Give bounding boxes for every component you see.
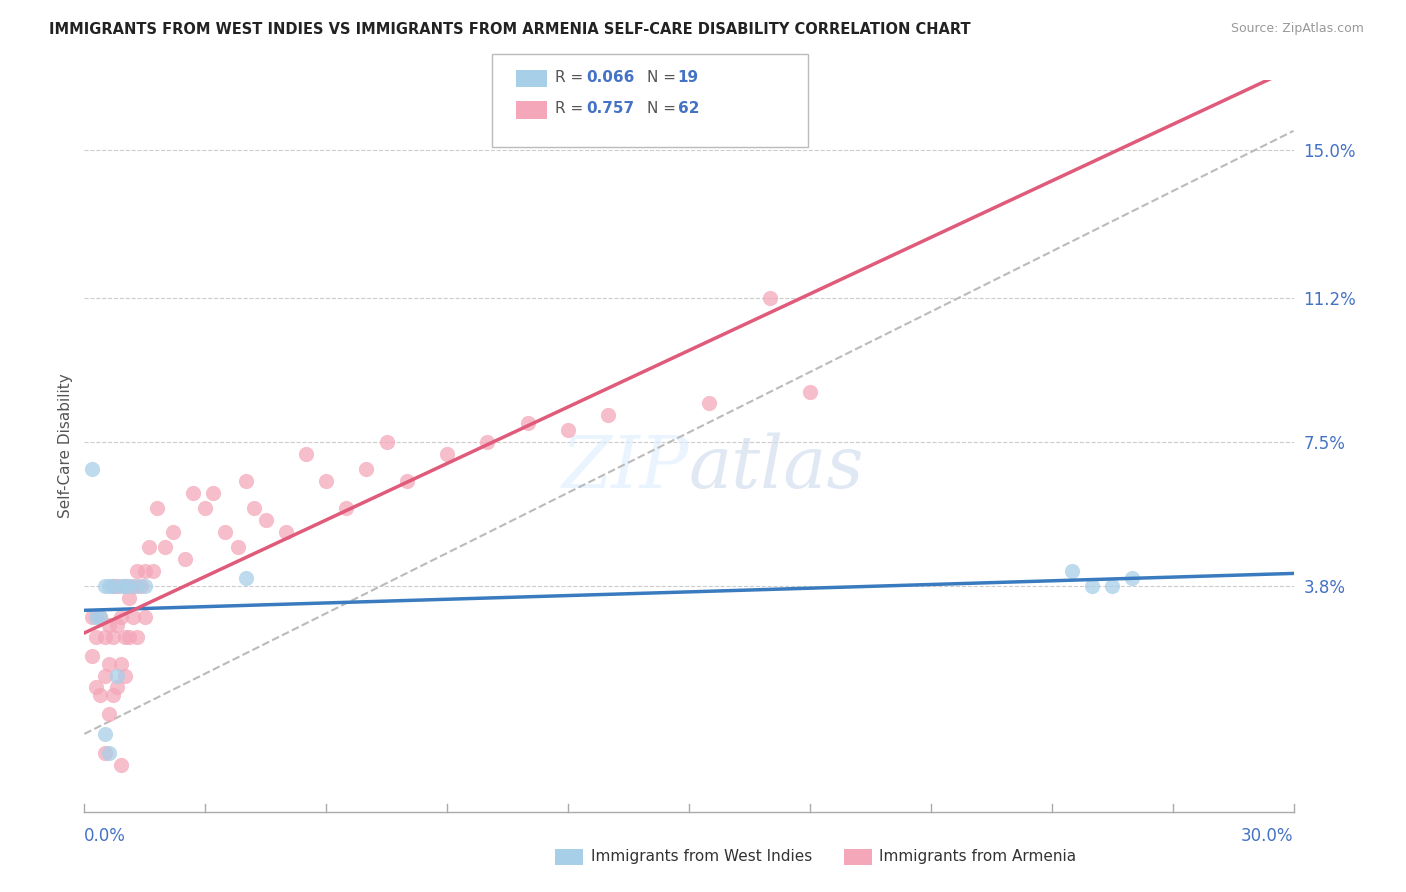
Point: [93, 579, 115, 593]
Point: [110, 610, 132, 624]
Point: [477, 435, 499, 450]
Text: Immigrants from Armenia: Immigrants from Armenia: [879, 849, 1076, 863]
Point: [118, 591, 141, 605]
Point: [295, 447, 318, 461]
Point: [395, 474, 418, 488]
Point: [121, 610, 143, 624]
Point: [799, 384, 821, 399]
Text: N =: N =: [647, 70, 681, 85]
Point: [254, 513, 277, 527]
Point: [97, 747, 120, 761]
Point: [93, 668, 115, 682]
Point: [97, 707, 120, 722]
Point: [101, 688, 124, 702]
Text: R =: R =: [555, 70, 589, 85]
Point: [758, 291, 780, 305]
Point: [93, 630, 115, 644]
Point: [697, 396, 720, 410]
Point: [274, 524, 297, 539]
Point: [375, 435, 398, 450]
Text: 19: 19: [678, 70, 699, 85]
Y-axis label: Self-Care Disability: Self-Care Disability: [58, 374, 73, 518]
Point: [114, 579, 136, 593]
Point: [134, 579, 156, 593]
Point: [118, 579, 141, 593]
Point: [114, 630, 136, 644]
Point: [121, 579, 143, 593]
Text: ZIP: ZIP: [561, 433, 689, 503]
Point: [93, 747, 115, 761]
Text: Immigrants from West Indies: Immigrants from West Indies: [591, 849, 811, 863]
Point: [162, 524, 184, 539]
Point: [242, 501, 264, 516]
Point: [97, 618, 120, 632]
Text: N =: N =: [647, 102, 681, 116]
Point: [1060, 564, 1083, 578]
Point: [97, 579, 120, 593]
Point: [110, 657, 132, 671]
Point: [134, 610, 156, 624]
Point: [226, 540, 249, 554]
Point: [82, 649, 104, 664]
Point: [436, 447, 458, 461]
Point: [89, 610, 111, 624]
Text: Source: ZipAtlas.com: Source: ZipAtlas.com: [1230, 22, 1364, 36]
Text: 62: 62: [678, 102, 699, 116]
Text: R =: R =: [555, 102, 589, 116]
Point: [125, 579, 148, 593]
Point: [214, 524, 236, 539]
Point: [86, 630, 108, 644]
Point: [516, 416, 538, 430]
Point: [110, 758, 132, 772]
Point: [315, 474, 337, 488]
Text: atlas: atlas: [689, 433, 865, 503]
Point: [146, 501, 169, 516]
Point: [101, 579, 124, 593]
Point: [105, 618, 128, 632]
Point: [138, 540, 160, 554]
Point: [557, 424, 579, 438]
Point: [97, 657, 120, 671]
Point: [335, 501, 357, 516]
Point: [356, 462, 378, 476]
Point: [1121, 571, 1143, 585]
Point: [89, 688, 111, 702]
Point: [125, 630, 148, 644]
Point: [181, 485, 204, 500]
Point: [82, 610, 104, 624]
Point: [101, 630, 124, 644]
Point: [105, 680, 128, 694]
Point: [129, 579, 152, 593]
Point: [82, 462, 104, 476]
Point: [235, 571, 257, 585]
Point: [1081, 579, 1104, 593]
Point: [142, 564, 165, 578]
Point: [93, 727, 115, 741]
Point: [105, 668, 128, 682]
Point: [1101, 579, 1123, 593]
Point: [134, 564, 156, 578]
Point: [235, 474, 257, 488]
Point: [105, 579, 128, 593]
Point: [89, 610, 111, 624]
Point: [174, 551, 197, 566]
Point: [114, 668, 136, 682]
Point: [114, 579, 136, 593]
Text: 0.066: 0.066: [586, 70, 634, 85]
Point: [194, 501, 217, 516]
Point: [101, 579, 124, 593]
Text: 0.757: 0.757: [586, 102, 634, 116]
Point: [110, 579, 132, 593]
Point: [86, 610, 108, 624]
Text: IMMIGRANTS FROM WEST INDIES VS IMMIGRANTS FROM ARMENIA SELF-CARE DISABILITY CORR: IMMIGRANTS FROM WEST INDIES VS IMMIGRANT…: [49, 22, 970, 37]
Point: [118, 630, 141, 644]
Text: 30.0%: 30.0%: [1241, 827, 1294, 846]
Point: [598, 408, 620, 422]
Point: [86, 680, 108, 694]
Text: 0.0%: 0.0%: [84, 827, 127, 846]
Point: [153, 540, 176, 554]
Point: [202, 485, 225, 500]
Point: [125, 564, 148, 578]
